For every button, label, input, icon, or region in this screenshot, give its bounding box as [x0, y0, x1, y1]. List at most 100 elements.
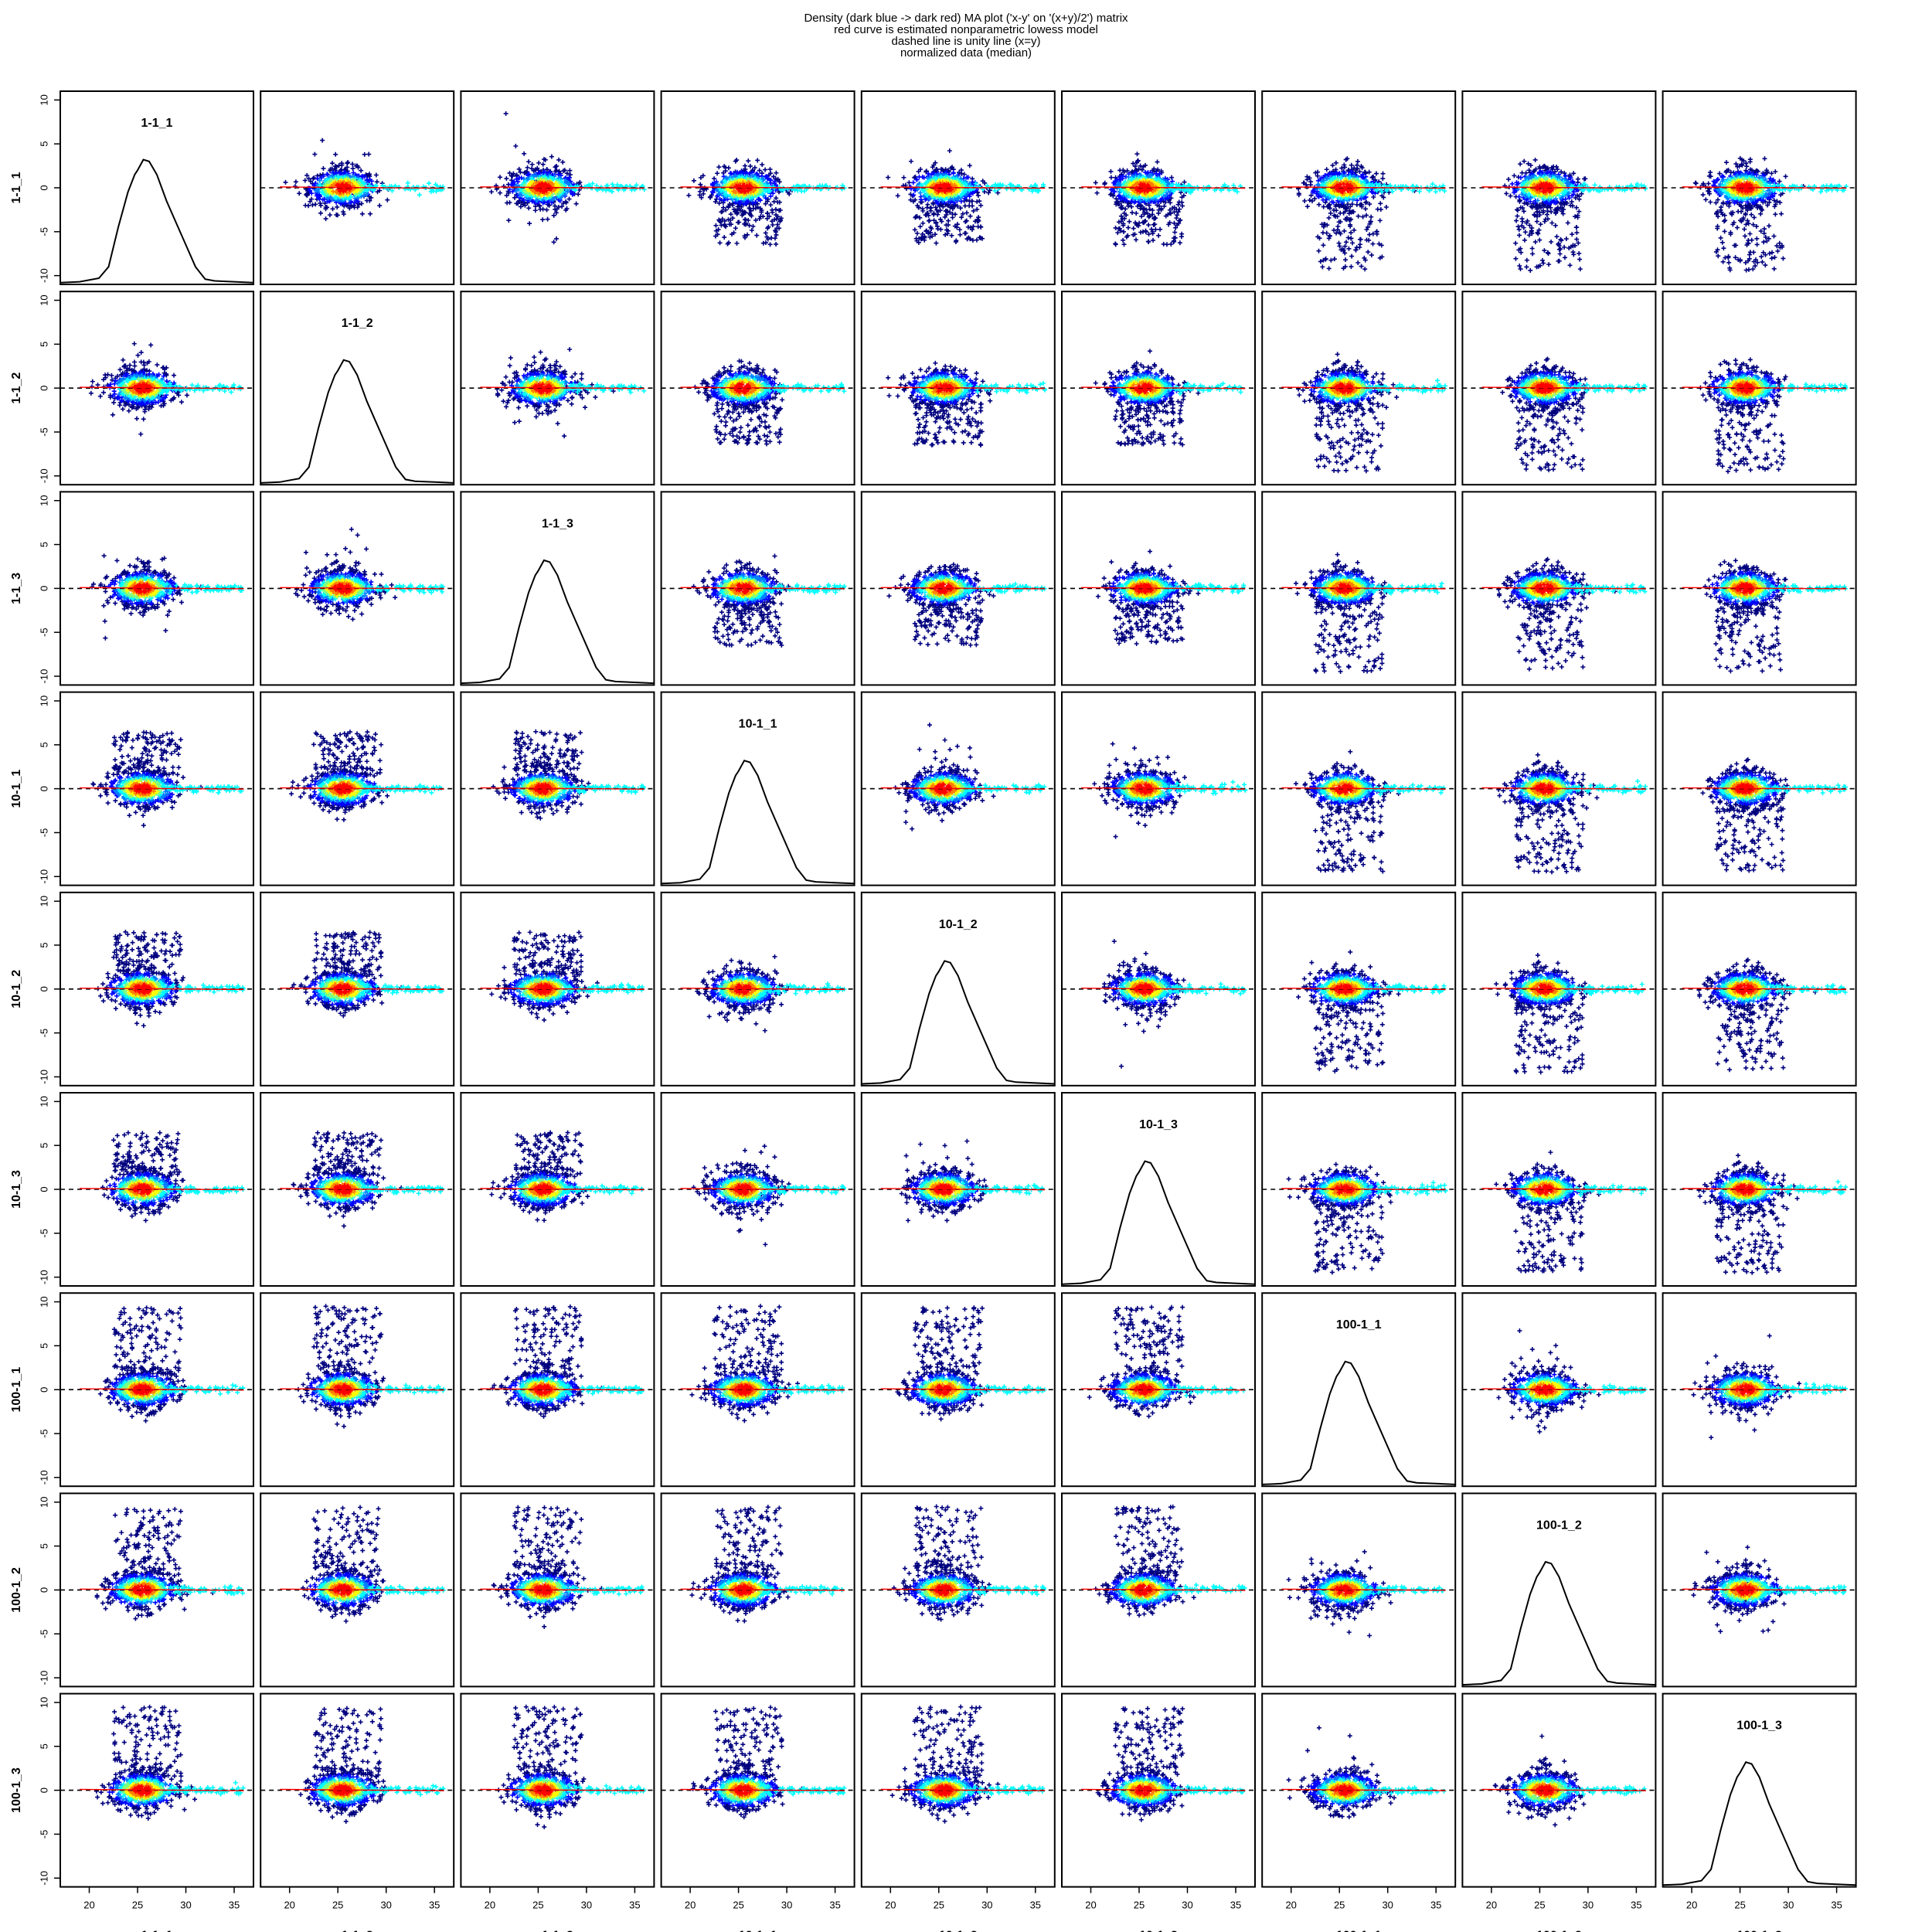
data-point — [1571, 189, 1577, 195]
data-point — [375, 189, 380, 195]
data-point — [934, 240, 939, 246]
data-point — [730, 232, 735, 237]
data-point — [1349, 230, 1354, 236]
data-point — [928, 205, 934, 210]
data-point — [359, 211, 365, 216]
data-point — [767, 178, 773, 183]
data-point — [759, 209, 764, 215]
data-point — [1310, 199, 1315, 204]
panel-frame — [660, 90, 855, 285]
data-point — [992, 182, 998, 187]
data-point — [1357, 169, 1362, 175]
data-point — [1375, 206, 1380, 212]
data-point — [1519, 250, 1524, 255]
data-point — [1139, 213, 1145, 219]
data-point — [763, 230, 768, 236]
data-point — [1759, 254, 1764, 260]
data-point — [1566, 196, 1572, 201]
data-point — [1515, 213, 1520, 219]
data-point — [964, 236, 970, 242]
data-point — [1175, 202, 1181, 207]
data-point — [1758, 211, 1764, 216]
data-point — [369, 186, 374, 192]
panel-1-1_1-vs-100-1_1 — [1261, 90, 1457, 285]
data-point — [1550, 167, 1556, 172]
data-point — [1769, 250, 1774, 255]
data-point — [1747, 231, 1753, 236]
data-point — [1515, 207, 1520, 213]
data-point — [1750, 267, 1756, 272]
data-point — [760, 214, 766, 219]
data-point — [1536, 264, 1541, 269]
data-point — [410, 184, 416, 189]
data-point — [1761, 240, 1767, 245]
data-point — [1179, 199, 1185, 205]
data-point — [1367, 232, 1372, 237]
data-point — [1177, 240, 1182, 246]
data-point — [1355, 198, 1360, 203]
data-point — [1380, 176, 1386, 182]
data-point — [563, 207, 569, 213]
panel-frame — [260, 90, 455, 285]
data-point — [1146, 214, 1151, 219]
data-point — [311, 176, 316, 182]
data-point — [1172, 239, 1177, 244]
data-point — [1363, 200, 1369, 206]
data-point — [910, 180, 916, 185]
data-point — [1571, 252, 1577, 257]
data-point — [1538, 222, 1543, 227]
data-point — [1577, 257, 1583, 262]
data-point — [1378, 201, 1383, 206]
data-point — [1566, 245, 1572, 250]
data-point — [1747, 159, 1753, 165]
data-point — [1349, 202, 1355, 207]
data-point — [527, 221, 532, 226]
data-point — [1302, 198, 1308, 203]
data-point — [1130, 210, 1135, 216]
data-point — [1307, 198, 1312, 203]
data-point — [1528, 267, 1533, 273]
data-point — [733, 208, 739, 213]
data-point — [697, 189, 702, 194]
data-point — [715, 232, 720, 237]
data-point — [1371, 194, 1376, 199]
data-point — [948, 165, 954, 171]
y-tick-label: -5 — [38, 227, 49, 236]
data-point — [957, 232, 963, 237]
data-point — [1526, 191, 1532, 196]
data-point — [750, 206, 756, 211]
panel-content — [1262, 156, 1456, 272]
data-point — [1577, 250, 1582, 256]
data-point — [1504, 191, 1509, 196]
data-point — [1161, 193, 1166, 199]
data-point — [1126, 203, 1131, 209]
data-point — [1315, 234, 1321, 240]
data-point — [1745, 218, 1750, 223]
data-point — [1173, 225, 1179, 230]
data-point — [306, 203, 311, 209]
data-point — [1343, 240, 1349, 245]
data-point — [1119, 203, 1124, 209]
data-point — [513, 144, 519, 149]
data-point — [1523, 170, 1529, 175]
data-point — [381, 185, 386, 190]
data-point — [908, 158, 913, 164]
data-point — [1587, 188, 1592, 193]
data-point — [1166, 198, 1172, 203]
data-point — [1367, 181, 1372, 186]
data-point — [516, 198, 522, 203]
data-point — [1536, 227, 1542, 233]
data-point — [1342, 228, 1347, 233]
data-point — [349, 194, 354, 199]
data-point — [1360, 214, 1366, 219]
data-point — [1723, 169, 1729, 175]
data-point — [1509, 181, 1515, 186]
data-point — [1349, 162, 1354, 168]
data-point — [1174, 216, 1179, 221]
data-point — [1740, 162, 1745, 168]
data-point — [929, 226, 934, 232]
data-point — [1767, 250, 1772, 256]
data-point — [1326, 266, 1332, 271]
data-point — [1366, 224, 1371, 230]
data-point — [931, 211, 937, 216]
